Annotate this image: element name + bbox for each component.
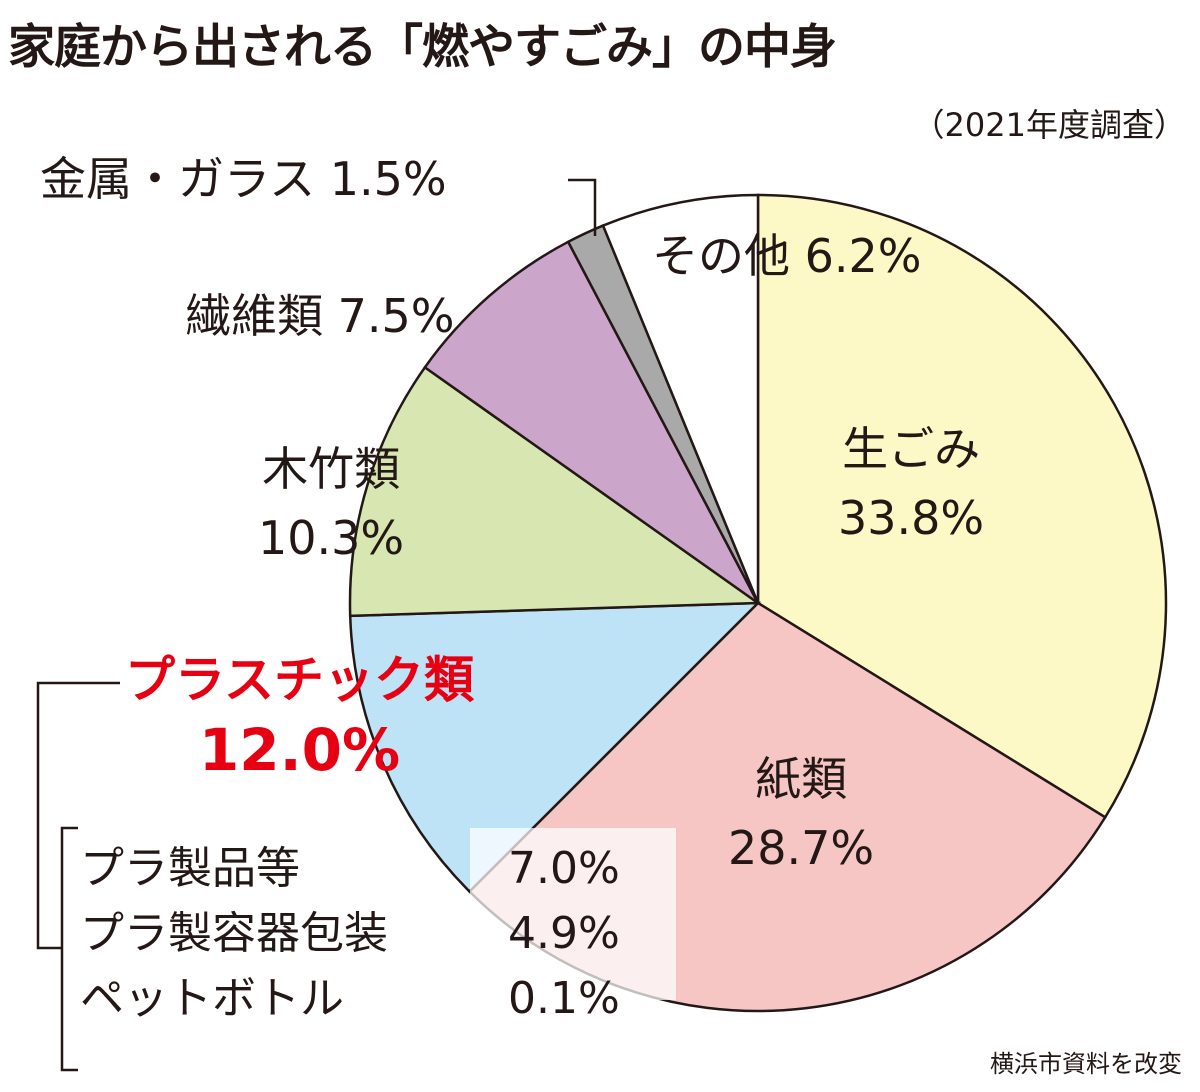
chart-source: 横浜市資料を改変 — [990, 1050, 1182, 1078]
label-paper: 紙類 28.7% — [728, 745, 874, 883]
plastic-breakdown-bracket — [60, 826, 78, 1072]
plastic-breakdown-values: 7.0% 4.9% 0.1% — [508, 836, 620, 1031]
label-name: 生ごみ — [842, 422, 981, 476]
pie-slice-2 — [348, 601, 762, 894]
label-value: 28.7% — [728, 821, 875, 875]
pie-slice-4 — [423, 240, 760, 605]
breakdown-value: 0.1% — [508, 973, 620, 1025]
pie-slice-3 — [348, 365, 762, 618]
metal-glass-leader-line — [568, 178, 597, 236]
label-food-waste: 生ごみ 33.8% — [838, 415, 984, 553]
pie-slice-6 — [601, 193, 760, 604]
breakdown-name: ペットボトル — [80, 973, 344, 1025]
label-value: 12.0% — [198, 716, 401, 784]
chart-title: 家庭から出される「燃やすごみ」の中身 — [8, 20, 837, 75]
label-name: 金属・ガラス — [40, 152, 316, 206]
label-name: その他 — [652, 229, 790, 283]
label-textile: 繊維類 7.5% — [185, 282, 455, 351]
label-name: プラスチック類 — [125, 651, 474, 709]
plastic-breakdown-names: プラ製品等 プラ製容器包装 ペットボトル — [80, 836, 388, 1031]
label-value: 7.5% — [337, 289, 455, 343]
label-name: 木竹類 — [262, 442, 401, 496]
pie-slice-0 — [756, 193, 1168, 819]
breakdown-overlay — [470, 828, 676, 1000]
label-value: 1.5% — [329, 152, 447, 206]
label-value: 33.8% — [838, 491, 985, 545]
label-plastic: プラスチック類 12.0% — [125, 648, 474, 788]
label-wood-bamboo: 木竹類 10.3% — [258, 435, 404, 573]
breakdown-value: 4.9% — [508, 908, 620, 960]
breakdown-name: プラ製容器包装 — [80, 908, 388, 960]
label-value: 6.2% — [804, 229, 922, 283]
label-name: 紙類 — [755, 752, 848, 806]
chart-subtitle: （2021年度調査） — [912, 106, 1186, 144]
breakdown-value: 7.0% — [508, 843, 620, 894]
breakdown-name: プラ製品等 — [80, 843, 300, 894]
label-value: 10.3% — [258, 511, 405, 565]
label-name: 繊維類 — [185, 289, 323, 343]
label-other: その他 6.2% — [652, 222, 922, 291]
label-metal-glass: 金属・ガラス 1.5% — [40, 145, 447, 214]
plastic-bracket-line — [36, 681, 120, 950]
